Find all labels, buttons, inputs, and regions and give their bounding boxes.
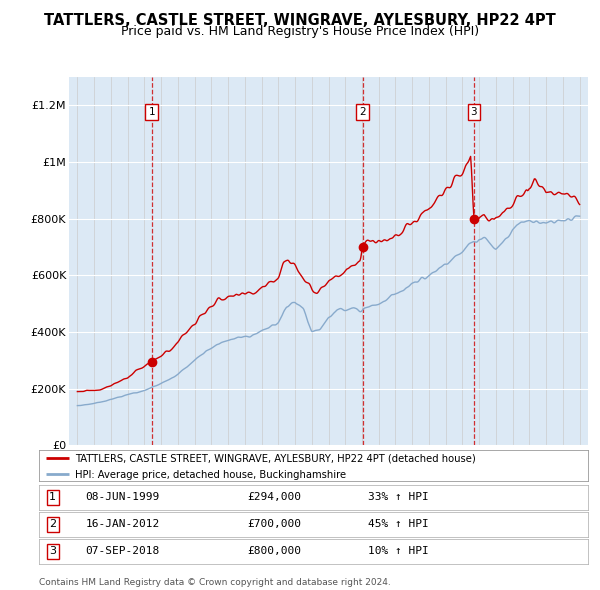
Text: 33% ↑ HPI: 33% ↑ HPI: [368, 492, 429, 502]
Text: 45% ↑ HPI: 45% ↑ HPI: [368, 519, 429, 529]
Text: TATTLERS, CASTLE STREET, WINGRAVE, AYLESBURY, HP22 4PT (detached house): TATTLERS, CASTLE STREET, WINGRAVE, AYLES…: [74, 454, 475, 464]
Text: 16-JAN-2012: 16-JAN-2012: [86, 519, 160, 529]
Text: 2: 2: [359, 107, 366, 117]
Text: 10% ↑ HPI: 10% ↑ HPI: [368, 546, 429, 556]
Text: 1: 1: [49, 492, 56, 502]
Text: £700,000: £700,000: [248, 519, 302, 529]
Text: 08-JUN-1999: 08-JUN-1999: [86, 492, 160, 502]
Text: HPI: Average price, detached house, Buckinghamshire: HPI: Average price, detached house, Buck…: [74, 470, 346, 480]
Text: 3: 3: [49, 546, 56, 556]
Text: TATTLERS, CASTLE STREET, WINGRAVE, AYLESBURY, HP22 4PT: TATTLERS, CASTLE STREET, WINGRAVE, AYLES…: [44, 13, 556, 28]
Text: 07-SEP-2018: 07-SEP-2018: [86, 546, 160, 556]
Text: £800,000: £800,000: [248, 546, 302, 556]
Text: 3: 3: [470, 107, 477, 117]
Text: Contains HM Land Registry data © Crown copyright and database right 2024.
This d: Contains HM Land Registry data © Crown c…: [39, 578, 391, 590]
Text: 1: 1: [148, 107, 155, 117]
Text: Price paid vs. HM Land Registry's House Price Index (HPI): Price paid vs. HM Land Registry's House …: [121, 25, 479, 38]
Text: 2: 2: [49, 519, 56, 529]
Text: £294,000: £294,000: [248, 492, 302, 502]
